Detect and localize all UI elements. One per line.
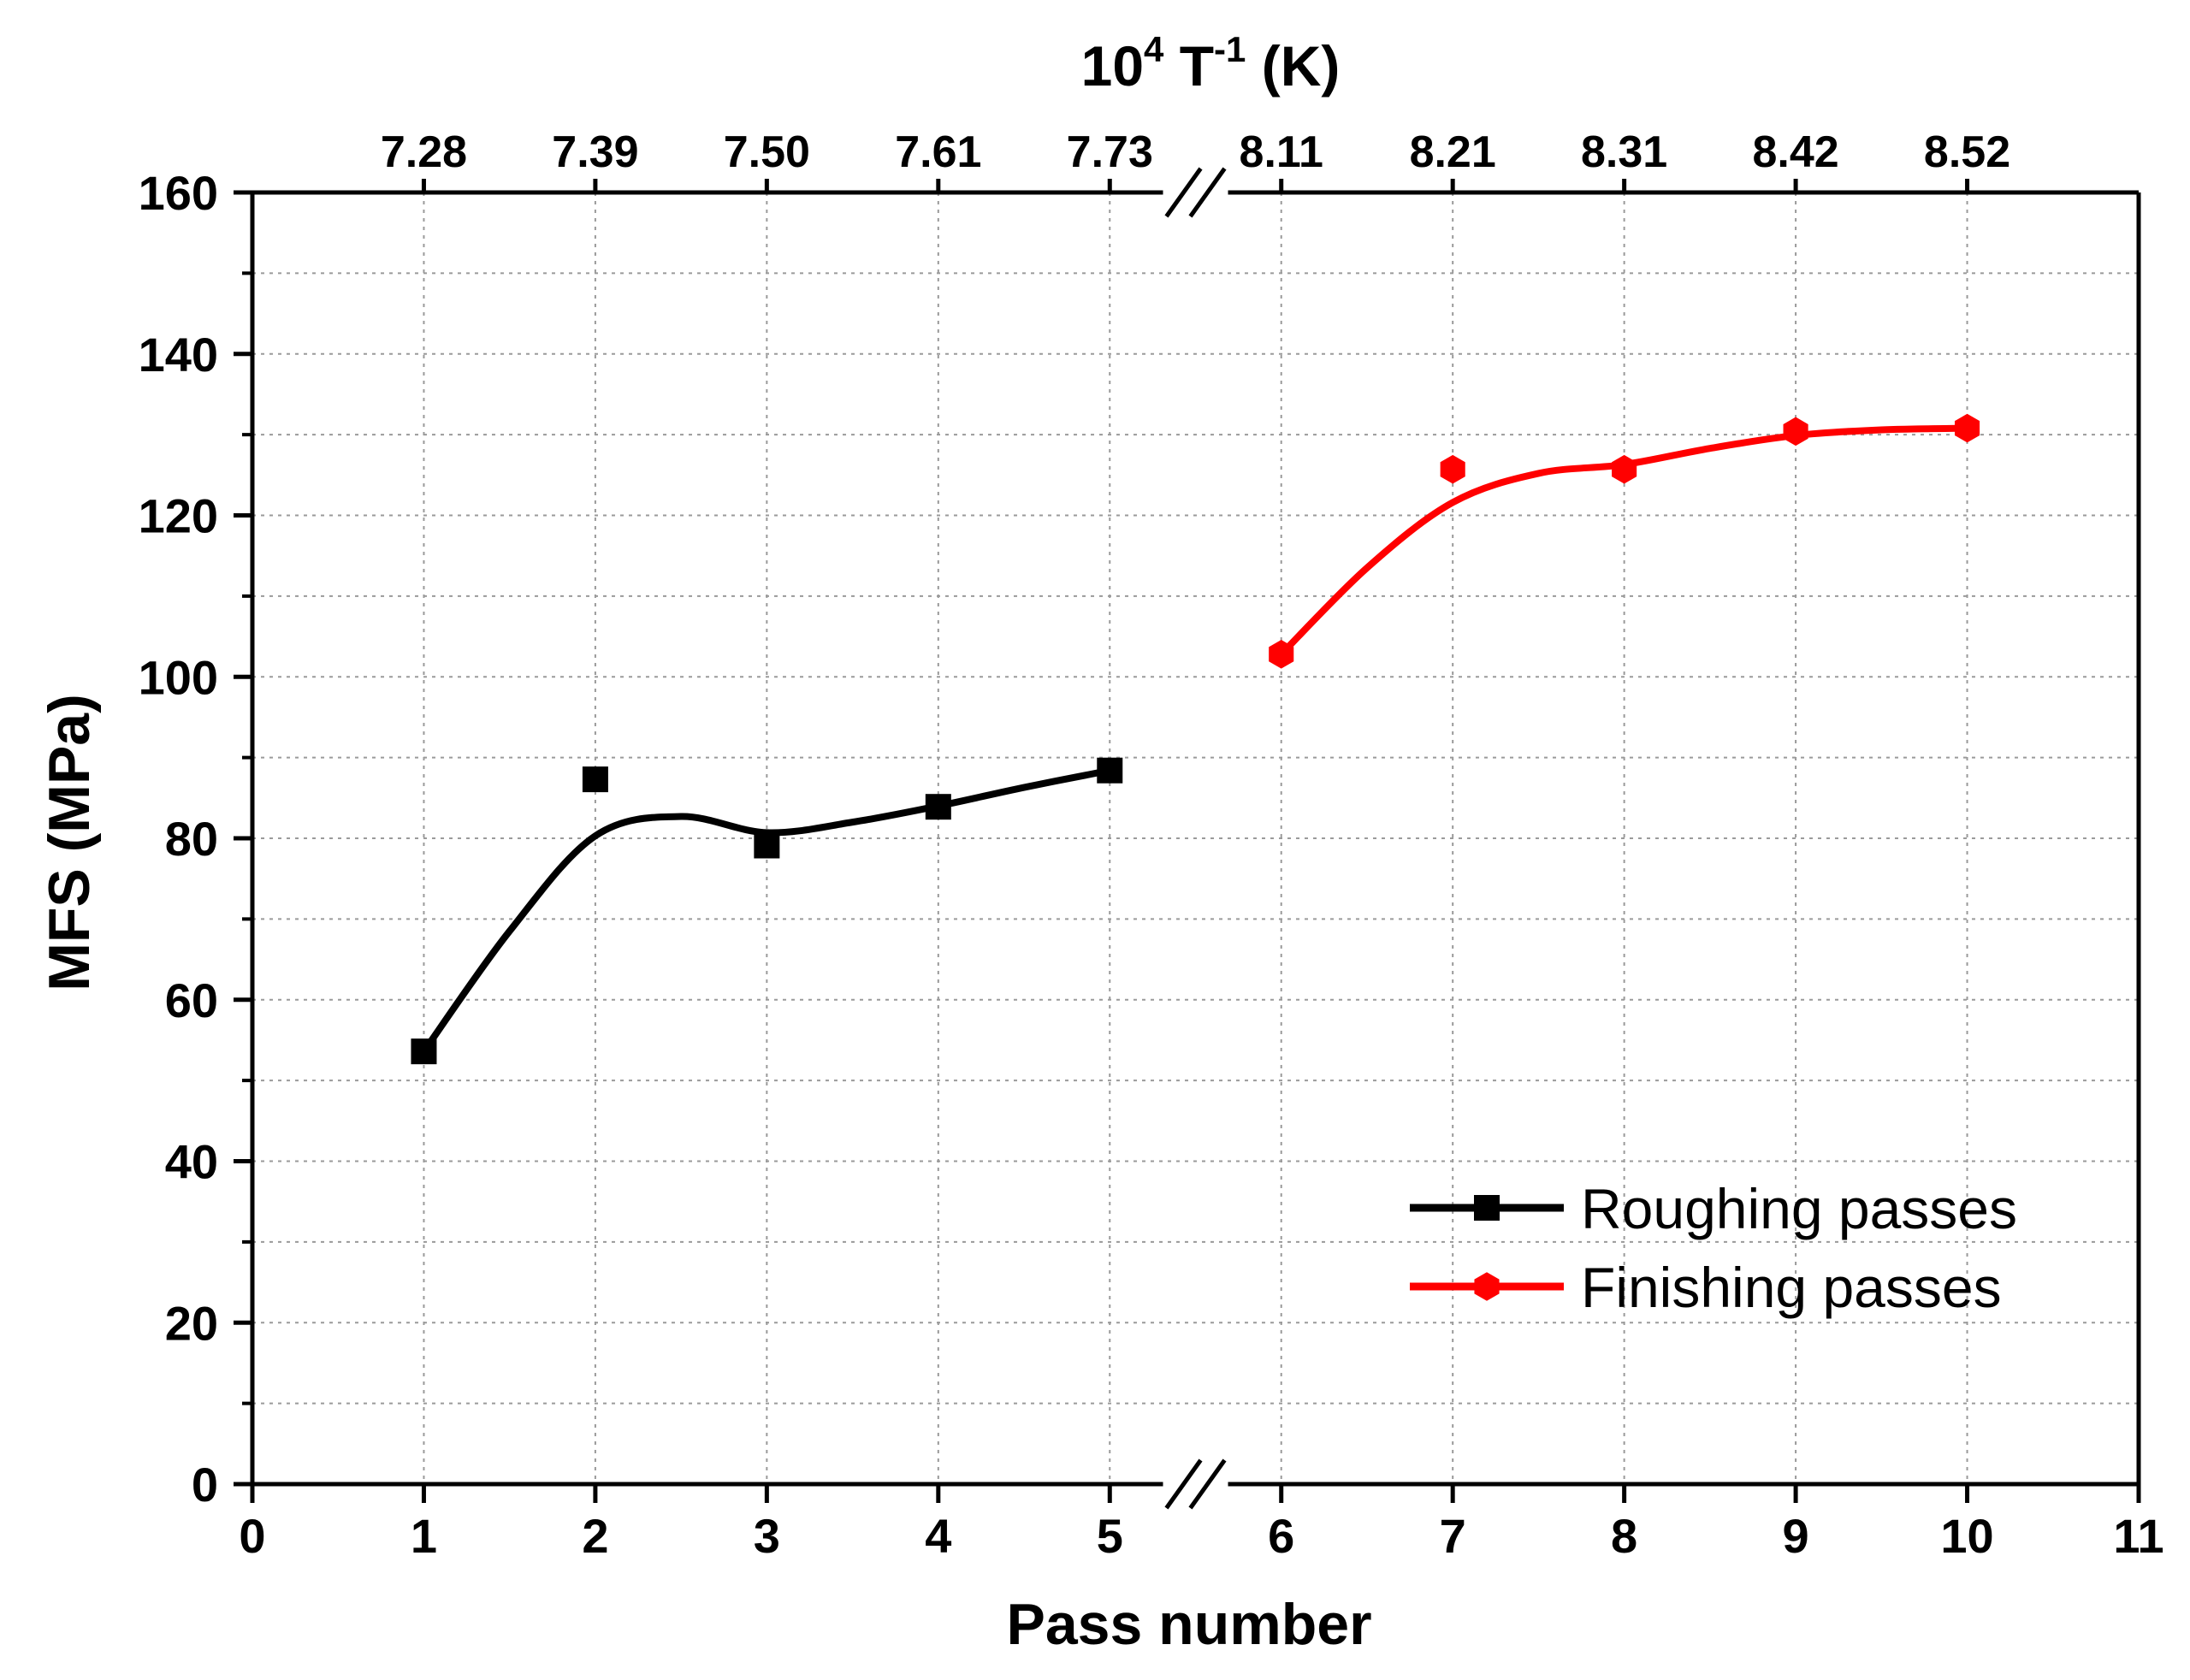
x-tick-label: 5 (1097, 1509, 1123, 1563)
top-axis-break-mark (1164, 167, 1203, 218)
top-axis-label: 104 T-1 (K) (1081, 29, 1341, 98)
data-point (1097, 757, 1123, 784)
y-tick-label: 160 (139, 166, 218, 220)
legend-marker (1474, 1272, 1500, 1301)
bottom-axis-break-mark (1164, 1458, 1203, 1510)
legend-marker (1474, 1195, 1500, 1221)
y-tick-label: 100 (139, 650, 218, 704)
data-point (411, 1038, 437, 1065)
data-point (1612, 454, 1637, 484)
data-point (925, 794, 951, 820)
data-point (1269, 640, 1294, 669)
legend-item: Roughing passes (1410, 1177, 2017, 1240)
x-tick-label: 1 (411, 1509, 437, 1563)
series-layer (411, 413, 1980, 1065)
y-tick-label: 0 (192, 1458, 218, 1511)
y-tick-label: 140 (139, 328, 218, 382)
series-finishing-passes (1269, 413, 1980, 669)
top-tick-label: 7.28 (381, 127, 467, 177)
x-tick-label: 11 (2113, 1509, 2163, 1563)
x-tick-label: 8 (1611, 1509, 1637, 1563)
y-axis-label: MFS (MPa) (37, 694, 102, 991)
plot-frame (250, 167, 2141, 1510)
x-tick-label: 7 (1440, 1509, 1466, 1563)
x-tick-label: 2 (582, 1509, 608, 1563)
top-tick-label: 8.11 (1240, 127, 1323, 177)
x-tick-label: 3 (754, 1509, 780, 1563)
y-tick-label: 20 (165, 1296, 218, 1350)
data-point (754, 832, 780, 859)
bottom-axis-break-mark (1188, 1458, 1227, 1510)
series-roughing-passes (411, 757, 1123, 1065)
y-tick-label: 80 (165, 812, 218, 866)
legend-label: Roughing passes (1581, 1177, 2017, 1240)
x-tick-label: 9 (1783, 1509, 1809, 1563)
grid (252, 192, 2139, 1484)
legend-label: Finishing passes (1581, 1256, 2002, 1319)
axis-ticks: 0 20 40 60 80 100 120 140 160 0 1 2 3 4 5 6 7 8 9 10 11 7.28 7… (139, 127, 2164, 1563)
legend-item: Finishing passes (1410, 1256, 2002, 1319)
top-tick-label: 8.31 (1581, 127, 1667, 177)
legend: Roughing passes Finishing passes (1410, 1177, 2017, 1319)
x-tick-label: 0 (239, 1509, 265, 1563)
fit-curve (420, 766, 1114, 1056)
top-tick-label: 8.21 (1410, 127, 1496, 177)
top-tick-label: 7.73 (1067, 127, 1153, 177)
x-tick-label: 6 (1268, 1509, 1294, 1563)
data-point (1440, 454, 1465, 484)
x-tick-label: 10 (1940, 1509, 1993, 1563)
x-axis-label: Pass number (1006, 1592, 1371, 1657)
data-point (1954, 413, 1980, 443)
top-tick-label: 8.42 (1752, 127, 1838, 177)
top-tick-label: 7.50 (724, 127, 810, 177)
top-tick-label: 7.39 (552, 127, 638, 177)
x-tick-label: 4 (925, 1509, 951, 1563)
top-axis-break-mark (1188, 167, 1227, 218)
data-point (1783, 417, 1808, 447)
y-tick-label: 120 (139, 489, 218, 543)
top-tick-label: 8.52 (1924, 127, 2010, 177)
y-tick-label: 40 (165, 1135, 218, 1189)
y-tick-label: 60 (165, 973, 218, 1027)
top-tick-label: 7.61 (895, 127, 981, 177)
data-point (582, 766, 608, 793)
axis-labels: Pass number MFS (MPa) 104 T-1 (K) (37, 29, 1372, 1657)
